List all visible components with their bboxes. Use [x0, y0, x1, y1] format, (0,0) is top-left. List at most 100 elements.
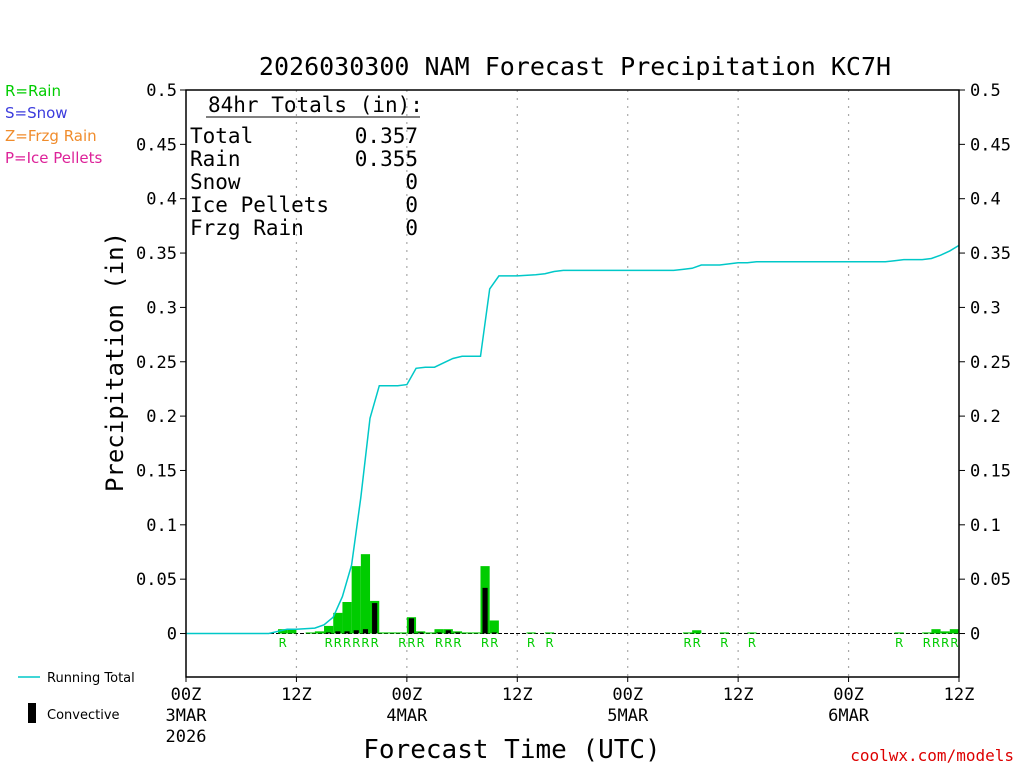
precip-type-marker: R	[545, 636, 553, 650]
chart-title: 2026030300 NAM Forecast Precipitation KC…	[259, 52, 891, 81]
totals-label-rain: Rain	[190, 147, 241, 171]
precip-bar	[379, 632, 389, 634]
y-tick-label-left: 0.25	[136, 353, 177, 373]
precip-bar	[682, 632, 693, 634]
legend-rain: R=Rain	[5, 82, 61, 100]
x-axis-label: Forecast Time (UTC)	[363, 735, 660, 765]
precip-bar	[894, 632, 904, 634]
convective-bar	[454, 632, 461, 634]
y-tick-label-left: 0.05	[136, 570, 177, 590]
y-tick-label-left: 0.35	[136, 244, 177, 264]
precip-type-marker: R	[370, 636, 378, 650]
precip-type-marker: R	[278, 636, 286, 650]
y-tick-label-right: 0.45	[970, 135, 1011, 155]
convective-bar	[362, 629, 369, 634]
y-axis-label: Precipitation (in)	[101, 232, 129, 492]
precip-type-marker: R	[895, 636, 903, 650]
x-tick-date-label: 4MAR	[386, 706, 428, 726]
convective-bar	[445, 630, 451, 634]
labels-layer: R R R R R R R R R R R R R R R R R R R R R R R R R R0 00.05 0.050.1 0…	[136, 81, 1011, 747]
precip-bar	[333, 612, 343, 634]
convective-bar	[482, 587, 488, 634]
running-total-line	[186, 244, 960, 635]
convective-legend-swatch	[28, 703, 36, 723]
precip-type-marker: R	[453, 636, 461, 650]
legend-snow: S=Snow	[5, 104, 68, 122]
precip-bar	[544, 632, 555, 634]
precip-type-marker: R	[324, 636, 332, 650]
x-tick-date-label: 6MAR	[828, 706, 870, 726]
precip-type-marker: R	[683, 636, 691, 650]
totals-value-total: 0.357	[355, 124, 418, 148]
y-tick-label-right: 0.35	[970, 244, 1011, 264]
convective-bar	[436, 632, 442, 634]
precip-type-marker: R	[490, 636, 498, 650]
precip-type-marker: R	[941, 636, 949, 650]
site-credit: coolwx.com/models	[850, 746, 1014, 765]
legend-ice-pellets: P=Ice Pellets	[5, 149, 102, 167]
precip-bar	[388, 632, 398, 634]
x-tick-label: 12Z	[944, 685, 975, 705]
precip-bar	[692, 630, 702, 634]
x-tick-year-label: 2026	[166, 727, 207, 747]
y-tick-label-left: 0.1	[146, 516, 177, 536]
precip-bar	[425, 632, 435, 634]
precip-type-marker: R	[923, 636, 931, 650]
precip-bar	[462, 632, 472, 634]
precip-type-marker: R	[720, 636, 728, 650]
precip-type-marker: R	[748, 636, 756, 650]
precip-bar	[526, 632, 536, 634]
totals-value-snow: 0	[405, 170, 418, 194]
totals-label-total: Total	[190, 124, 253, 148]
x-tick-label: 12Z	[723, 685, 754, 705]
running-total-legend-label: Running Total	[47, 671, 135, 686]
convective-bar	[335, 631, 341, 634]
precip-type-marker: R	[693, 636, 701, 650]
precip-bar	[489, 620, 499, 634]
precip-type-marker: R	[932, 636, 940, 650]
precip-type-legend: R=Rain S=Snow Z=Frzg Rain P=Ice Pellets	[5, 82, 102, 167]
precip-type-marker: R	[416, 636, 424, 650]
x-tick-label: 12Z	[281, 685, 312, 705]
y-tick-label-right: 0	[970, 625, 980, 645]
precip-bar	[434, 629, 444, 634]
y-tick-label-left: 0.2	[146, 407, 177, 427]
legend-freezing-rain: Z=Frzg Rain	[5, 127, 97, 145]
y-tick-label-right: 0.2	[970, 407, 1001, 427]
convective-bar	[418, 632, 424, 634]
totals-value-freezing-rain: 0	[405, 216, 418, 240]
x-tick-label: 12Z	[502, 685, 533, 705]
precip-type-marker: R	[343, 636, 351, 650]
totals-value-ice-pellets: 0	[405, 193, 418, 217]
x-tick-date-label: 3MAR	[166, 706, 208, 726]
precip-bar	[342, 601, 352, 634]
precip-type-marker: R	[398, 636, 406, 650]
precip-bar	[949, 629, 959, 634]
precip-bar	[397, 632, 407, 634]
y-tick-label-left: 0.15	[136, 461, 177, 481]
y-tick-label-left: 0.5	[146, 81, 177, 101]
precip-bar	[940, 631, 950, 634]
grid-layer	[186, 90, 959, 677]
precip-type-marker: R	[444, 636, 452, 650]
convective-bar	[344, 631, 350, 634]
precip-bar	[305, 632, 315, 634]
x-tick-label: 00Z	[612, 685, 643, 705]
precip-type-marker: R	[352, 636, 360, 650]
precip-type-marker: R	[481, 636, 489, 650]
precip-bar	[314, 631, 325, 634]
y-tick-label-right: 0.5	[970, 81, 1001, 101]
x-tick-label: 00Z	[391, 685, 422, 705]
x-tick-date-label: 5MAR	[607, 706, 649, 726]
y-tick-label-right: 0.05	[970, 570, 1011, 590]
precip-bar	[324, 625, 334, 634]
convective-bar	[353, 630, 359, 634]
y-tick-label-left: 0	[167, 625, 177, 645]
precip-bar	[278, 629, 288, 634]
convective-legend-label: Convective	[47, 708, 120, 723]
bars-layer	[278, 554, 959, 634]
y-tick-label-left: 0.4	[146, 190, 177, 210]
totals-box: 84hr Totals (in): Total 0.357 Rain 0.355…	[190, 93, 423, 240]
y-tick-label-right: 0.25	[970, 353, 1011, 373]
